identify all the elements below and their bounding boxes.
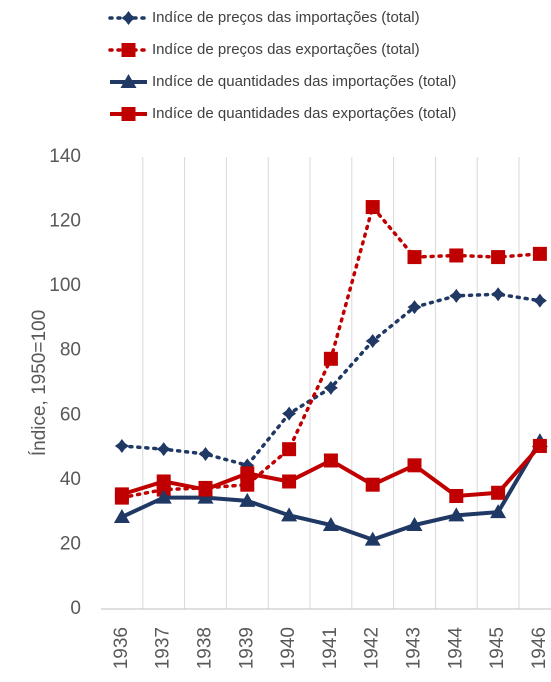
marker (407, 300, 422, 315)
y-tick-label: 120 (49, 211, 81, 232)
marker (365, 477, 380, 492)
marker (407, 250, 422, 265)
legend-marker (121, 11, 136, 25)
marker (323, 380, 338, 395)
marker (449, 288, 464, 303)
marker (365, 200, 380, 215)
y-tick-label: 100 (49, 275, 81, 296)
y-tick-label: 40 (60, 469, 81, 490)
marker (407, 458, 422, 473)
x-tick-label: 1944 (445, 627, 466, 670)
marker (282, 406, 297, 421)
x-tick-label: 1940 (278, 627, 299, 669)
marker (240, 477, 255, 492)
legend-label: Indíce de preços das importações (total) (152, 9, 420, 26)
marker (532, 293, 547, 308)
marker (155, 489, 172, 504)
marker (532, 246, 547, 261)
marker (365, 334, 380, 349)
marker (364, 531, 381, 546)
legend-label: Indíce de quantidades das exportações (t… (152, 105, 456, 122)
marker (114, 438, 129, 453)
marker (323, 351, 338, 366)
marker (198, 447, 213, 462)
x-tick-label: 1941 (320, 627, 341, 669)
marker (491, 250, 506, 265)
marker (449, 248, 464, 263)
legend-label: Indíce de quantidades das importações (t… (152, 73, 456, 90)
marker (282, 442, 297, 457)
marker (323, 453, 338, 468)
marker (532, 438, 547, 453)
marker (281, 507, 298, 522)
marker (156, 474, 171, 489)
marker (198, 482, 213, 497)
legend-marker (120, 74, 137, 88)
y-tick-label: 60 (60, 404, 81, 425)
marker (406, 517, 423, 532)
x-tick-label: 1936 (111, 627, 132, 669)
x-tick-label: 1939 (236, 627, 257, 669)
marker (114, 487, 129, 502)
y-tick-label: 0 (70, 598, 81, 619)
legend-marker (121, 107, 136, 121)
x-tick-label: 1942 (362, 627, 383, 669)
marker (491, 287, 506, 302)
x-tick-label: 1945 (487, 627, 508, 669)
marker (448, 507, 465, 522)
marker (449, 489, 464, 503)
legend-marker (121, 43, 136, 57)
marker (240, 466, 255, 481)
y-axis-label: Índice, 1950=100 (29, 310, 50, 456)
y-tick-label: 80 (60, 340, 81, 361)
marker (490, 504, 507, 519)
marker (156, 442, 171, 457)
marker (240, 458, 255, 473)
marker (282, 474, 297, 489)
marker (491, 485, 506, 500)
x-tick-label: 1946 (529, 627, 550, 669)
y-tick-label: 140 (49, 146, 81, 167)
marker (239, 492, 256, 507)
legend-label: Indíce de preços das exportações (total) (152, 41, 420, 58)
y-tick-label: 20 (60, 533, 81, 554)
x-tick-label: 1943 (404, 627, 425, 669)
marker (322, 517, 339, 532)
marker (197, 489, 214, 504)
x-tick-label: 1937 (153, 627, 174, 669)
x-tick-label: 1938 (195, 627, 216, 669)
marker (113, 508, 130, 523)
